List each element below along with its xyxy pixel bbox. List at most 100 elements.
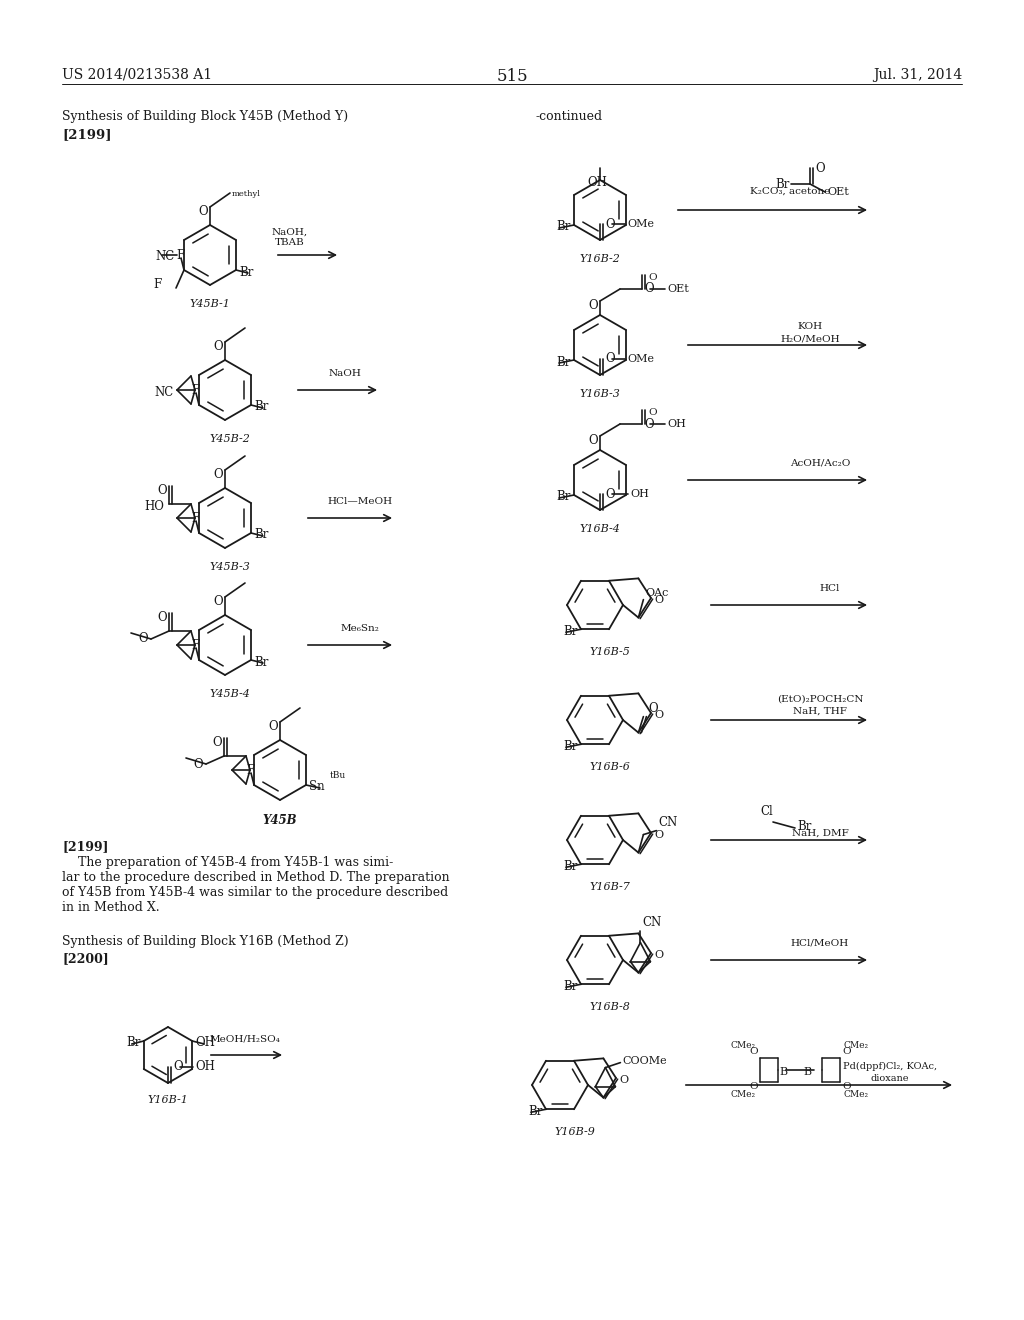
Text: -continued: -continued <box>535 110 602 123</box>
Text: O: O <box>268 719 278 733</box>
Text: O: O <box>654 830 664 840</box>
Text: Y16B-5: Y16B-5 <box>590 647 631 657</box>
Text: OMe: OMe <box>627 219 654 228</box>
Text: O: O <box>842 1047 851 1056</box>
Text: Pd(dppf)Cl₂, KOAc,: Pd(dppf)Cl₂, KOAc, <box>843 1061 937 1071</box>
Text: O: O <box>842 1082 851 1092</box>
Text: TBAB: TBAB <box>275 238 305 247</box>
Text: O: O <box>644 282 653 296</box>
Text: KOH: KOH <box>798 322 822 331</box>
Text: Y16B-1: Y16B-1 <box>147 1096 188 1105</box>
Text: Y16B-6: Y16B-6 <box>590 762 631 772</box>
Text: CN: CN <box>642 916 662 928</box>
Text: O: O <box>648 273 656 282</box>
Text: B: B <box>779 1067 787 1077</box>
Text: Br: Br <box>254 400 268 413</box>
Text: NC: NC <box>156 251 175 264</box>
Text: Y45B: Y45B <box>263 814 297 828</box>
Text: Br: Br <box>563 859 578 873</box>
Text: tBu: tBu <box>330 771 346 780</box>
Text: dioxane: dioxane <box>870 1074 909 1082</box>
Text: HCl/MeOH: HCl/MeOH <box>791 939 849 948</box>
Text: OH: OH <box>630 488 649 499</box>
Text: O: O <box>605 487 614 500</box>
Text: Br: Br <box>775 178 790 191</box>
Text: Cl: Cl <box>760 805 773 818</box>
Text: O: O <box>654 950 664 960</box>
Text: Synthesis of Building Block Y16B (Method Z): Synthesis of Building Block Y16B (Method… <box>62 935 348 948</box>
Text: CN: CN <box>658 816 678 829</box>
Text: CMe₂: CMe₂ <box>844 1041 869 1049</box>
Text: CMe₂: CMe₂ <box>731 1041 756 1049</box>
Text: Br: Br <box>563 979 578 993</box>
Text: O: O <box>194 758 203 771</box>
Text: B: B <box>804 1067 812 1077</box>
Text: Y45B-4: Y45B-4 <box>210 689 251 700</box>
Text: O: O <box>605 218 614 231</box>
Text: 515: 515 <box>497 69 527 84</box>
Text: O: O <box>138 632 148 645</box>
Text: [2199]: [2199] <box>62 840 109 853</box>
Text: CMe₂: CMe₂ <box>844 1090 869 1100</box>
Text: CMe₂: CMe₂ <box>731 1090 756 1100</box>
Text: OMe: OMe <box>627 354 654 364</box>
Text: OH: OH <box>587 176 607 189</box>
Text: OH: OH <box>196 1036 215 1049</box>
Text: Jul. 31, 2014: Jul. 31, 2014 <box>872 69 962 82</box>
Text: O: O <box>213 469 223 480</box>
Text: NaOH,: NaOH, <box>272 228 308 238</box>
Text: [2200]: [2200] <box>62 952 109 965</box>
Text: O: O <box>648 408 656 417</box>
Text: MeOH/H₂SO₄: MeOH/H₂SO₄ <box>210 1034 281 1043</box>
Text: The preparation of Y45B-4 from Y45B-1 was simi-
lar to the procedure described i: The preparation of Y45B-4 from Y45B-1 wa… <box>62 855 450 913</box>
Text: Y16B-3: Y16B-3 <box>580 389 621 399</box>
Text: Sn: Sn <box>309 780 325 793</box>
Text: F: F <box>190 639 199 652</box>
Text: O: O <box>158 484 167 498</box>
Text: Synthesis of Building Block Y45B (Method Y): Synthesis of Building Block Y45B (Method… <box>62 110 348 123</box>
Text: F: F <box>176 249 184 261</box>
Text: Y16B-7: Y16B-7 <box>590 882 631 892</box>
Text: O: O <box>212 737 222 748</box>
Text: Br: Br <box>563 624 578 638</box>
Text: AcOH/Ac₂O: AcOH/Ac₂O <box>790 459 850 469</box>
Text: OEt: OEt <box>667 284 689 294</box>
Text: COOMe: COOMe <box>623 1056 667 1065</box>
Text: O: O <box>605 352 614 366</box>
Text: Y16B-4: Y16B-4 <box>580 524 621 535</box>
Text: Y45B-1: Y45B-1 <box>189 300 230 309</box>
Text: O: O <box>589 434 598 447</box>
Text: Br: Br <box>239 265 253 279</box>
Text: OH: OH <box>195 1060 215 1073</box>
Text: HCl—MeOH: HCl—MeOH <box>328 498 392 506</box>
Text: K₂CO₃, acetone: K₂CO₃, acetone <box>750 187 830 195</box>
Text: Me₆Sn₂: Me₆Sn₂ <box>341 624 380 634</box>
Text: O: O <box>644 417 653 430</box>
Text: O: O <box>618 1074 628 1085</box>
Text: OAc: OAc <box>645 587 669 598</box>
Text: Br: Br <box>254 656 268 668</box>
Text: Y16B-8: Y16B-8 <box>590 1002 631 1012</box>
Text: F: F <box>246 764 254 777</box>
Text: Br: Br <box>557 491 571 503</box>
Text: OEt: OEt <box>827 187 849 197</box>
Text: US 2014/0213538 A1: US 2014/0213538 A1 <box>62 69 212 82</box>
Text: F: F <box>154 277 162 290</box>
Text: H₂O/MeOH: H₂O/MeOH <box>780 334 840 343</box>
Text: F: F <box>190 384 199 397</box>
Text: O: O <box>750 1047 758 1056</box>
Text: Y16B-9: Y16B-9 <box>555 1127 595 1137</box>
Text: F: F <box>190 512 199 525</box>
Text: O: O <box>589 300 598 312</box>
Text: (EtO)₂POCH₂CN: (EtO)₂POCH₂CN <box>777 696 863 704</box>
Text: Br: Br <box>557 220 571 234</box>
Text: O: O <box>750 1082 758 1092</box>
Text: O: O <box>654 710 664 719</box>
Text: HCl: HCl <box>820 583 840 593</box>
Text: HO: HO <box>144 499 164 512</box>
Text: NaH, DMF: NaH, DMF <box>792 829 848 838</box>
Text: OH: OH <box>667 418 686 429</box>
Text: Y45B-2: Y45B-2 <box>210 434 251 444</box>
Text: O: O <box>158 611 167 624</box>
Text: Br: Br <box>563 739 578 752</box>
